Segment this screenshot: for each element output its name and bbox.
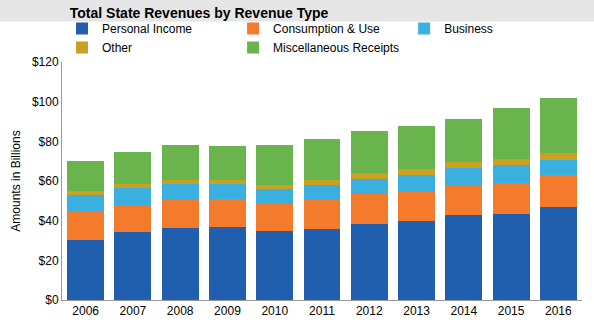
svg-text:$40: $40 — [39, 214, 59, 228]
svg-text:2010: 2010 — [261, 304, 288, 318]
svg-text:2007: 2007 — [120, 304, 147, 318]
svg-text:$0: $0 — [45, 293, 59, 307]
svg-text:2015: 2015 — [498, 304, 525, 318]
svg-text:2008: 2008 — [167, 304, 194, 318]
svg-text:Consumption & Use: Consumption & Use — [273, 22, 380, 36]
svg-text:$80: $80 — [39, 135, 59, 149]
svg-text:$120: $120 — [32, 55, 59, 69]
svg-text:2014: 2014 — [450, 304, 477, 318]
svg-text:2012: 2012 — [356, 304, 383, 318]
svg-text:Amounts in Billions: Amounts in Billions — [9, 130, 23, 231]
svg-text:Miscellaneous Receipts: Miscellaneous Receipts — [273, 41, 399, 55]
svg-text:2006: 2006 — [72, 304, 99, 318]
svg-text:Personal Income: Personal Income — [102, 22, 192, 36]
svg-text:$20: $20 — [39, 254, 59, 268]
svg-text:Business: Business — [444, 22, 493, 36]
svg-text:2013: 2013 — [403, 304, 430, 318]
svg-text:2016: 2016 — [545, 304, 572, 318]
svg-text:Other: Other — [102, 41, 132, 55]
svg-text:$60: $60 — [39, 174, 59, 188]
svg-text:$100: $100 — [32, 95, 59, 109]
svg-text:Total State Revenues by Revenu: Total State Revenues by Revenue Type — [70, 5, 329, 21]
svg-text:2009: 2009 — [214, 304, 241, 318]
svg-text:2011: 2011 — [309, 304, 335, 318]
